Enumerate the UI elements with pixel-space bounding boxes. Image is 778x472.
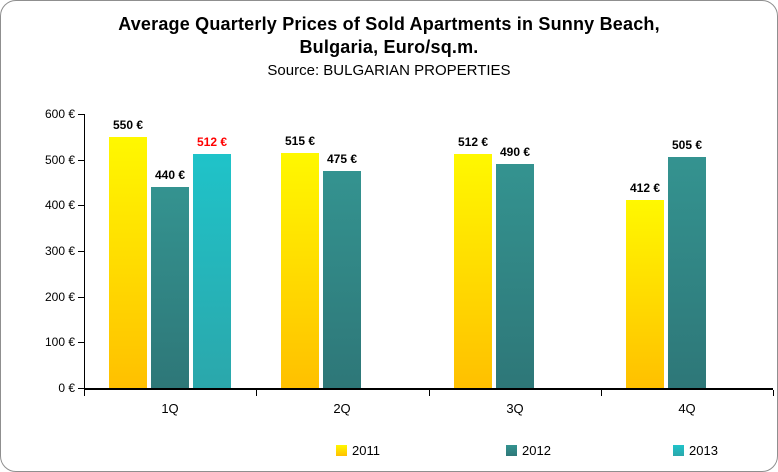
x-category-label-3q: 3Q (506, 401, 524, 416)
bar-2012-4q (668, 157, 706, 388)
legend-swatch-2012 (506, 445, 517, 456)
x-tick (256, 390, 257, 396)
bar-2011-4q (626, 200, 664, 388)
bar-value-label-2011-3q: 512 € (457, 135, 489, 149)
y-tick-label: 100 € (44, 335, 75, 349)
legend-label-2012: 2012 (522, 443, 551, 458)
chart-source: Source: BULGARIAN PROPERTIES (267, 62, 511, 79)
legend-swatch-2011 (336, 445, 347, 456)
bar-value-label-2013-1q: 512 € (196, 135, 228, 149)
bar-value-label-2011-2q: 515 € (284, 134, 316, 148)
legend-swatch-2013 (673, 445, 684, 456)
y-tick (78, 160, 84, 161)
y-tick (78, 342, 84, 343)
legend-item-2012: 2012 (506, 444, 551, 457)
bar-2013-1q (193, 154, 231, 388)
y-tick (78, 388, 84, 389)
y-tick (78, 205, 84, 206)
bar-value-label-2012-3q: 490 € (499, 145, 531, 159)
legend-item-2011: 2011 (336, 444, 380, 457)
bar-2011-2q (281, 153, 319, 388)
y-tick-label: 0 € (58, 381, 75, 395)
y-tick-label: 500 € (44, 153, 75, 167)
bar-2011-1q (109, 137, 147, 388)
y-axis (84, 114, 85, 390)
bar-2012-1q (151, 187, 189, 388)
x-axis (84, 388, 773, 390)
y-tick (78, 114, 84, 115)
y-tick-label: 200 € (44, 290, 75, 304)
legend-label-2013: 2013 (689, 443, 718, 458)
bar-2012-2q (323, 171, 361, 388)
y-tick-label: 600 € (44, 107, 75, 121)
bar-value-label-2012-1q: 440 € (154, 168, 186, 182)
legend-label-2011: 2011 (352, 443, 380, 458)
y-tick-label: 300 € (44, 244, 75, 258)
x-category-label-4q: 4Q (678, 401, 696, 416)
chart-header: Average Quarterly Prices of Sold Apartme… (1, 13, 777, 81)
x-tick (601, 390, 602, 396)
bar-2012-3q (496, 164, 534, 388)
x-category-label-2q: 2Q (333, 401, 351, 416)
bar-2011-3q (454, 154, 492, 388)
x-tick (84, 390, 85, 396)
x-tick (429, 390, 430, 396)
y-tick (78, 297, 84, 298)
x-category-label-1q: 1Q (161, 401, 179, 416)
bar-value-label-2011-4q: 412 € (629, 181, 661, 195)
bar-value-label-2012-4q: 505 € (671, 138, 703, 152)
legend-item-2013: 2013 (673, 444, 718, 457)
y-tick (78, 251, 84, 252)
x-tick (773, 390, 774, 396)
bar-value-label-2012-2q: 475 € (326, 152, 358, 166)
bar-value-label-2011-1q: 550 € (112, 118, 144, 132)
chart-title-line1: Average Quarterly Prices of Sold Apartme… (118, 14, 660, 34)
chart-title-line2: Bulgaria, Euro/sq.m. (299, 37, 479, 57)
y-tick-label: 400 € (44, 198, 75, 212)
